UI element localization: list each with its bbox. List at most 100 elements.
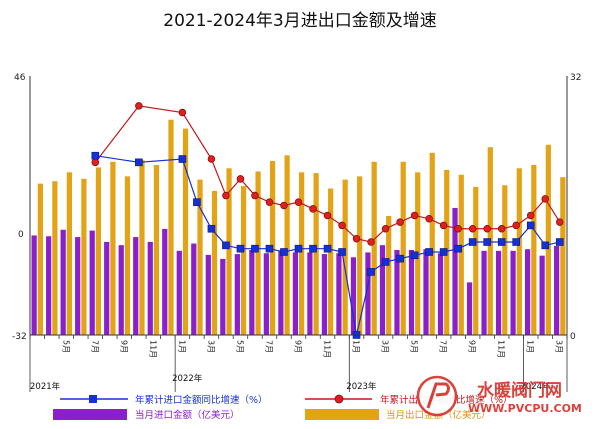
export-bar [240,186,247,335]
import-bar [147,241,153,335]
export-bar [110,161,116,335]
export-bar [284,155,290,335]
chart-title: 2021-2024年3月进出口金额及增速 [163,11,437,31]
export-growth-point [526,211,535,220]
import-bar [350,257,357,335]
import-bar [278,250,284,335]
export-growth-point [207,155,216,163]
export-growth-point [294,198,303,206]
import-growth-point [91,151,100,160]
export-growth-point [352,234,361,243]
legend-purple-swatch [53,409,127,420]
import-bar [31,235,37,335]
export-bar [313,173,319,335]
month-label: 5月 [235,340,244,353]
import-growth-point [468,238,477,246]
export-growth-line [94,105,561,243]
import-growth-point [454,244,462,253]
export-bar [52,181,58,335]
import-growth-point [439,248,448,256]
export-growth-point [439,221,448,230]
import-bar [249,250,255,335]
legend-red-marker [334,394,344,404]
export-growth-point [512,221,520,230]
export-bar [211,190,218,335]
export-growth-point [323,211,332,220]
export-growth-point [468,224,477,233]
import-bar [524,249,531,335]
left-axis-min: -32 [12,332,27,342]
import-bar [292,252,298,335]
import-bar [118,245,124,335]
export-growth-point [367,238,375,246]
import-bar [437,253,444,335]
left-axis-zero: 0 [18,230,24,240]
import-growth-point [309,244,317,253]
import-bar [263,253,269,335]
export-bar [66,172,73,335]
year-label: 2022年 [172,373,203,384]
export-growth-point [236,175,245,183]
import-growth-point [396,254,404,263]
export-bar [197,179,203,335]
import-growth-point [193,198,201,206]
watermark-url: WWW.PVCPU.COM [468,402,582,415]
month-label: 5月 [61,340,70,353]
month-label: 1月 [177,340,186,353]
export-growth-point [410,211,419,220]
import-bar [321,254,328,335]
import-bar [495,250,502,335]
export-bar [371,161,377,335]
import-growth-point [410,251,419,260]
export-growth-point [454,224,462,233]
import-bar [379,245,386,335]
export-growth-point [483,224,491,233]
export-bar [153,165,160,335]
import-bar [234,254,240,335]
import-bar [466,282,473,335]
import-growth-point [280,248,288,256]
month-label: 9月 [119,340,128,353]
month-label: 11月 [148,340,157,358]
import-bar [452,207,458,335]
import-bar [46,236,52,335]
export-growth-point [309,205,317,213]
import-growth-point [135,158,143,167]
month-label: 11月 [323,340,332,358]
export-growth-point [497,224,506,233]
export-bar [168,119,174,335]
axes-layer: 46 0 -32 32 0 [12,73,581,342]
import-bar [162,228,168,335]
import-growth-point [323,244,332,253]
right-axis-zero: 0 [570,332,576,342]
export-bar [516,168,522,335]
year-label: 2023年 [346,381,377,392]
import-bar [481,250,487,335]
import-bar [191,243,197,335]
export-growth-point [396,218,404,226]
import-growth-point [294,244,303,253]
import-growth-point [207,224,216,233]
export-growth-point [338,221,346,230]
export-bar [560,177,566,335]
import-growth-point [497,238,506,246]
year-label: 2021年 [30,381,61,392]
import-bar [133,237,139,335]
watermark-name: 水暖阀门网 [477,380,562,401]
import-growth-point [483,238,491,246]
legend-purple-label: 当月进口金额（亿美元） [135,409,240,421]
import-bar [539,255,545,335]
export-bar [342,179,348,335]
export-growth-point [425,215,433,223]
import-growth-point [541,241,550,250]
month-label: 7月 [439,340,448,353]
import-growth-point [265,244,274,253]
month-label: 7月 [90,340,99,353]
import-growth-point [251,244,259,253]
import-growth-point [425,248,433,256]
export-bar [255,171,261,335]
export-growth-point [541,195,549,203]
export-bar [429,152,435,335]
import-growth-point [236,244,245,253]
month-label: 7月 [264,340,273,353]
